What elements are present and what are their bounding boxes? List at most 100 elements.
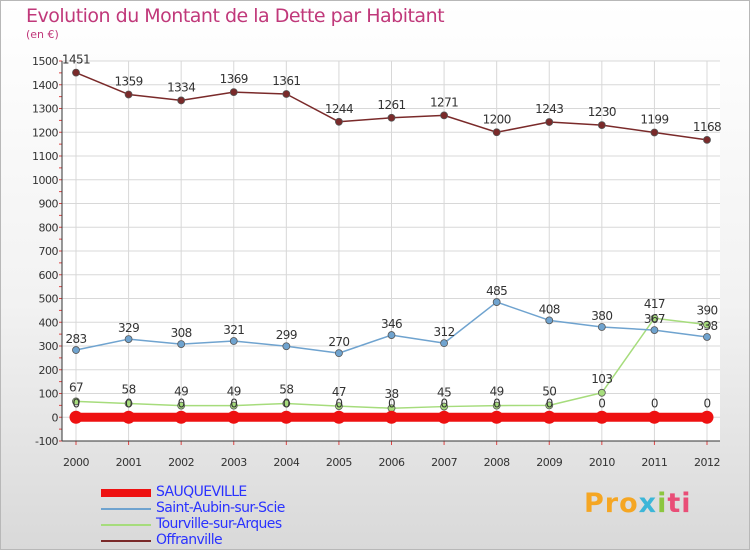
legend-label: Tourville-sur-Arques (156, 516, 282, 532)
data-point (437, 410, 451, 424)
x-tick-label: 2002 (168, 456, 194, 469)
data-label: 45 (437, 386, 451, 400)
data-label: 390 (696, 304, 717, 318)
legend-swatch (101, 489, 151, 497)
y-tick-label: 400 (39, 316, 59, 329)
data-point (595, 410, 609, 424)
data-label: 329 (118, 321, 139, 335)
data-point (72, 68, 80, 77)
data-point (650, 326, 659, 334)
y-tick-label: -100 (35, 435, 58, 448)
data-point (492, 128, 501, 137)
data-point (335, 349, 343, 358)
data-point (177, 401, 186, 410)
data-point (122, 410, 136, 424)
data-point (124, 399, 133, 408)
data-label: 1334 (167, 80, 195, 94)
y-tick-label: 100 (39, 388, 59, 401)
data-label: 1361 (272, 74, 300, 88)
data-point (440, 339, 448, 348)
data-label: 380 (591, 309, 612, 323)
data-point (440, 402, 448, 411)
x-tick-label: 2003 (221, 456, 247, 469)
data-point (650, 314, 659, 323)
data-label: 408 (539, 302, 560, 316)
chart-subtitle: (en €) (26, 28, 59, 41)
legend-label: Offranville (156, 532, 223, 548)
data-point (597, 121, 606, 130)
data-label: 0 (178, 396, 185, 410)
data-point (174, 410, 188, 424)
x-tick-label: 2011 (641, 456, 667, 469)
data-label: 321 (223, 323, 244, 337)
data-label: 1230 (588, 105, 616, 119)
data-label: 0 (335, 396, 342, 410)
data-label: 50 (542, 384, 556, 398)
y-tick-label: 700 (39, 245, 59, 258)
data-point (545, 401, 554, 410)
data-point (492, 298, 501, 306)
data-point (124, 335, 133, 344)
data-point (597, 323, 606, 331)
data-label: 1199 (640, 112, 668, 126)
data-point (650, 128, 659, 137)
data-point (703, 135, 711, 144)
data-label: 1451 (62, 53, 90, 67)
data-point (177, 340, 186, 349)
legend-label: Saint-Aubin-sur-Scie (156, 500, 285, 516)
data-point (229, 401, 238, 410)
data-label: 0 (388, 396, 395, 410)
legend-swatch (101, 540, 151, 542)
data-point (387, 331, 396, 339)
data-point (703, 320, 711, 329)
data-label: 0 (72, 396, 79, 410)
legend-swatch (101, 508, 151, 510)
data-point (124, 90, 133, 99)
y-tick-label: 800 (39, 221, 59, 234)
y-tick-label: 200 (39, 364, 59, 377)
data-label: 0 (651, 396, 658, 410)
data-point (490, 410, 504, 424)
data-label: 0 (441, 396, 448, 410)
data-label: 0 (230, 396, 237, 410)
data-label: 485 (486, 284, 507, 298)
data-point (385, 410, 398, 424)
y-tick-label: 1300 (32, 103, 58, 116)
data-point (229, 337, 238, 345)
legend-swatch (101, 524, 151, 526)
data-label: 346 (381, 317, 402, 331)
x-tick-label: 2008 (484, 456, 510, 469)
data-point (72, 346, 80, 354)
x-tick-label: 2012 (694, 456, 720, 469)
data-label: 417 (644, 297, 665, 311)
data-point (279, 410, 293, 424)
data-point (647, 410, 661, 424)
data-label: 1200 (483, 112, 511, 126)
data-point (282, 90, 291, 98)
y-tick-label: 1100 (32, 150, 58, 163)
y-tick-label: 600 (39, 269, 59, 282)
data-point (597, 388, 606, 397)
data-label: 0 (283, 396, 290, 410)
data-point (542, 410, 556, 424)
x-tick-label: 2007 (431, 456, 457, 469)
x-tick-label: 2001 (116, 456, 142, 469)
data-label: 67 (69, 380, 83, 394)
data-point (335, 402, 343, 410)
data-label: 1244 (325, 102, 353, 116)
data-label: 283 (65, 332, 86, 346)
y-tick-label: 1500 (32, 55, 58, 68)
x-tick-label: 2000 (63, 456, 89, 469)
data-label: 103 (591, 372, 612, 386)
y-tick-label: 1200 (32, 126, 58, 139)
data-point (545, 316, 554, 325)
data-point (440, 111, 448, 120)
data-point (282, 399, 291, 408)
data-point (700, 410, 714, 424)
data-label: 58 (279, 382, 293, 396)
data-label: 0 (125, 396, 132, 410)
data-label: 1243 (535, 102, 563, 116)
brand-logo: Proxiti (584, 488, 692, 519)
x-tick-label: 2005 (326, 456, 352, 469)
